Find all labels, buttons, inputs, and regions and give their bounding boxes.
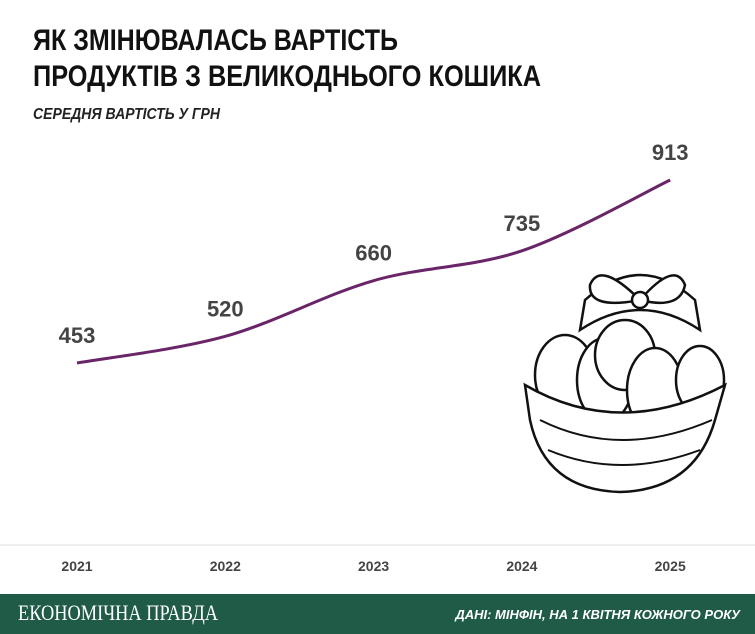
x-tick-label: 2025: [655, 558, 686, 574]
value-label: 660: [355, 241, 392, 266]
x-tick-label: 2024: [506, 558, 537, 574]
chart-title: ЯК ЗМІНЮВАЛАСЬ ВАРТІСТЬ: [33, 24, 398, 57]
chart-subtitle: СЕРЕДНЯ ВАРТІСТЬ У ГРН: [33, 106, 220, 123]
line: [76, 178, 671, 365]
chart-title: ПРОДУКТІВ З ВЕЛИКОДНЬОГО КОШИКА: [33, 60, 541, 93]
footer-bar: [0, 594, 755, 634]
value-label: 520: [207, 296, 244, 321]
basket-illustration: [523, 273, 728, 494]
value-label: 913: [652, 140, 689, 165]
value-label: 453: [59, 323, 96, 348]
x-tick-label: 2021: [61, 558, 92, 574]
source-note: ДАНІ: МІНФІН, НА 1 КВІТНЯ КОЖНОГО РОКУ: [454, 607, 741, 622]
value-label: 735: [504, 211, 541, 236]
brand: ЕКОНОМІЧНА ПРАВДА: [18, 600, 218, 625]
x-tick-label: 2022: [210, 558, 241, 574]
x-tick-label: 2023: [358, 558, 389, 574]
